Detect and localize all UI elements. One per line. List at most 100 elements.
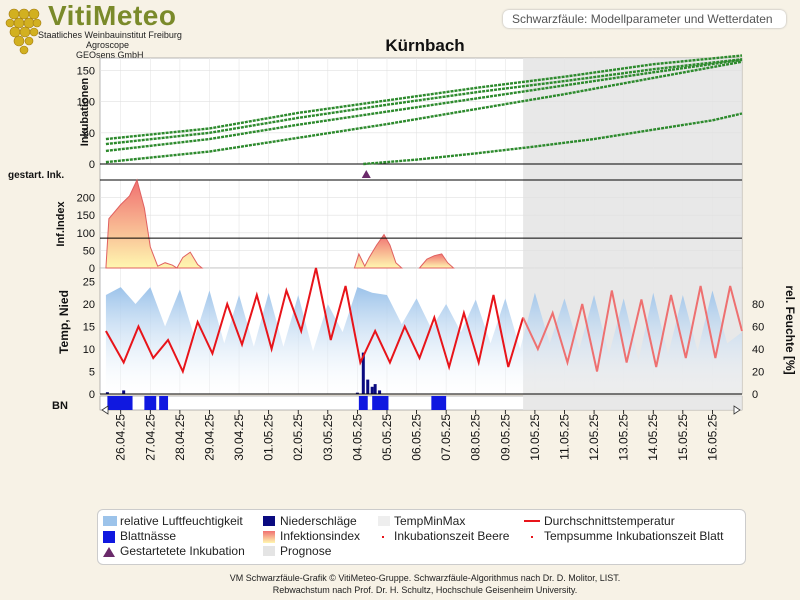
x-tick-label: 06.05.25 bbox=[410, 414, 424, 461]
x-tick-label: 13.05.25 bbox=[617, 414, 631, 461]
org-line-1: Staatliches Weinbauinstitut Freiburg bbox=[38, 30, 182, 40]
x-tick-label: 26.04.25 bbox=[114, 414, 128, 461]
x-tick-label: 27.04.25 bbox=[143, 414, 157, 461]
precipitation-bar bbox=[361, 352, 365, 394]
inf-tick-label: 100 bbox=[77, 228, 95, 240]
x-tick-label: 03.05.25 bbox=[321, 414, 335, 461]
temp-tick-label: 25 bbox=[83, 277, 95, 289]
legend-swatch-incub-berry bbox=[382, 536, 384, 538]
temp-tick-label: 5 bbox=[89, 367, 95, 379]
started-incubation-marker bbox=[361, 170, 371, 178]
mark-axis-label: gestart. Ink. bbox=[8, 170, 64, 181]
leaf-wetness-block bbox=[107, 396, 133, 410]
legend-swatch-relhum bbox=[103, 516, 117, 526]
precipitation-bar bbox=[122, 390, 126, 394]
inc-series-1 bbox=[105, 58, 743, 146]
legend-swatch-precip bbox=[263, 516, 275, 526]
x-tick-label: 07.05.25 bbox=[439, 414, 453, 461]
x-tick-label: 04.05.25 bbox=[350, 414, 364, 461]
x-tick-label: 01.05.25 bbox=[262, 414, 276, 461]
x-tick-label: 12.05.25 bbox=[587, 414, 601, 461]
precipitation-bar bbox=[378, 390, 382, 394]
x-tick-label: 15.05.25 bbox=[676, 414, 690, 461]
inc-axis-label: Inkubationen bbox=[79, 78, 91, 147]
temp-axis-label: Temp, Nied bbox=[57, 290, 71, 354]
x-tick-label: 29.04.25 bbox=[202, 414, 216, 461]
org-line-2: Agroscope bbox=[86, 40, 130, 50]
footer-credit-1: VM Schwarzfäule-Grafik © VitiMeteo-Grupp… bbox=[229, 573, 621, 583]
x-tick-label: 05.05.25 bbox=[380, 414, 394, 461]
chart-title: Kürnbach bbox=[385, 36, 465, 55]
leaf-wetness-block bbox=[159, 396, 169, 410]
humidity-tick-label: 40 bbox=[752, 344, 764, 356]
temp-tick-label: 20 bbox=[83, 299, 95, 311]
inc-series-3 bbox=[105, 60, 743, 164]
inc-tick-label: 0 bbox=[89, 159, 95, 171]
infection-area-0 bbox=[105, 178, 204, 269]
inf-tick-label: 200 bbox=[77, 193, 95, 205]
inc-tick-label: 50 bbox=[83, 128, 95, 140]
legend-swatch-avgtemp bbox=[524, 520, 540, 522]
footer-credit-2: Rebwachstum nach Prof. Dr. H. Schultz, H… bbox=[272, 585, 578, 595]
inf-tick-label: 150 bbox=[77, 210, 95, 222]
precipitation-bar bbox=[366, 379, 370, 394]
x-tick-label: 02.05.25 bbox=[291, 414, 305, 461]
inc-series-2 bbox=[105, 58, 743, 153]
x-tick-label: 30.04.25 bbox=[232, 414, 246, 461]
temp-tick-label: 10 bbox=[83, 344, 95, 356]
x-tick-label: 08.05.25 bbox=[469, 414, 483, 461]
inf-tick-label: 50 bbox=[83, 245, 95, 257]
legend-infidx: Infektionsindex bbox=[280, 529, 361, 543]
legend-swatch-infidx bbox=[263, 531, 275, 543]
humidity-tick-label: 0 bbox=[752, 389, 758, 401]
precipitation-bar bbox=[105, 392, 109, 394]
x-tick-label: 14.05.25 bbox=[646, 414, 660, 461]
legend-started-inc: Gestartetete Inkubation bbox=[120, 544, 245, 558]
inc-series-4 bbox=[363, 112, 743, 166]
legend-tempsum-leaf: Tempsumme Inkubationszeit Blatt bbox=[544, 529, 724, 543]
infection-area-1 bbox=[353, 233, 404, 269]
legend-swatch-started-inc bbox=[103, 547, 115, 557]
humidity-tick-label: 80 bbox=[752, 299, 764, 311]
brand-logo-text: VitiMeteo bbox=[48, 0, 177, 31]
inf-axis-label: Inf.Index bbox=[55, 201, 67, 247]
leaf-wetness-block bbox=[372, 396, 389, 410]
legend-precip: Niederschläge bbox=[280, 514, 357, 528]
leaf-wetness-block bbox=[431, 396, 447, 410]
inc-tick-label: 150 bbox=[77, 65, 95, 77]
legend: relative Luftfeuchtigkeit Niederschläge … bbox=[97, 509, 746, 565]
chart-subtitle: Schwarzfäule: Modellparameter und Wetter… bbox=[512, 12, 773, 26]
legend-forecast: Prognose bbox=[280, 544, 332, 558]
humidity-area bbox=[105, 287, 742, 394]
humidity-tick-label: 20 bbox=[752, 367, 764, 379]
humidity-axis-label: rel. Feuchte [%] bbox=[783, 285, 797, 374]
infection-area-2 bbox=[418, 253, 455, 269]
x-tick-label: 16.05.25 bbox=[705, 414, 719, 461]
org-line-3: GEOsens GmbH bbox=[76, 50, 144, 60]
leaf-wetness-block bbox=[144, 396, 157, 410]
legend-swatch-tempminmax bbox=[378, 516, 390, 526]
leaf-wetness-block bbox=[358, 396, 368, 410]
legend-swatch-leafwet bbox=[103, 531, 115, 543]
humidity-tick-label: 60 bbox=[752, 322, 764, 334]
scroll-left-icon bbox=[101, 405, 109, 415]
temp-tick-label: 15 bbox=[83, 322, 95, 334]
x-tick-label: 09.05.25 bbox=[498, 414, 512, 461]
grape-logo-icon bbox=[5, 8, 42, 55]
inc-tick-label: 100 bbox=[77, 97, 95, 109]
legend-avgtemp: Durchschnittstemperatur bbox=[544, 514, 675, 528]
legend-swatch-forecast bbox=[263, 546, 275, 556]
temperature-line bbox=[105, 267, 525, 375]
inc-series-0 bbox=[105, 54, 743, 141]
precipitation-bar bbox=[370, 386, 374, 394]
temperature-forecast-line bbox=[522, 285, 743, 372]
bn-axis-label: BN bbox=[52, 400, 68, 412]
subtitle-box bbox=[503, 10, 786, 28]
legend-tempminmax: TempMinMax bbox=[394, 514, 466, 528]
legend-swatch-tempsum-leaf bbox=[531, 536, 533, 538]
legend-incub-berry: Inkubationszeit Beere bbox=[394, 529, 510, 543]
legend-relhum: relative Luftfeuchtigkeit bbox=[120, 514, 243, 528]
x-tick-label: 11.05.25 bbox=[557, 414, 571, 460]
x-tick-label: 28.04.25 bbox=[173, 414, 187, 461]
